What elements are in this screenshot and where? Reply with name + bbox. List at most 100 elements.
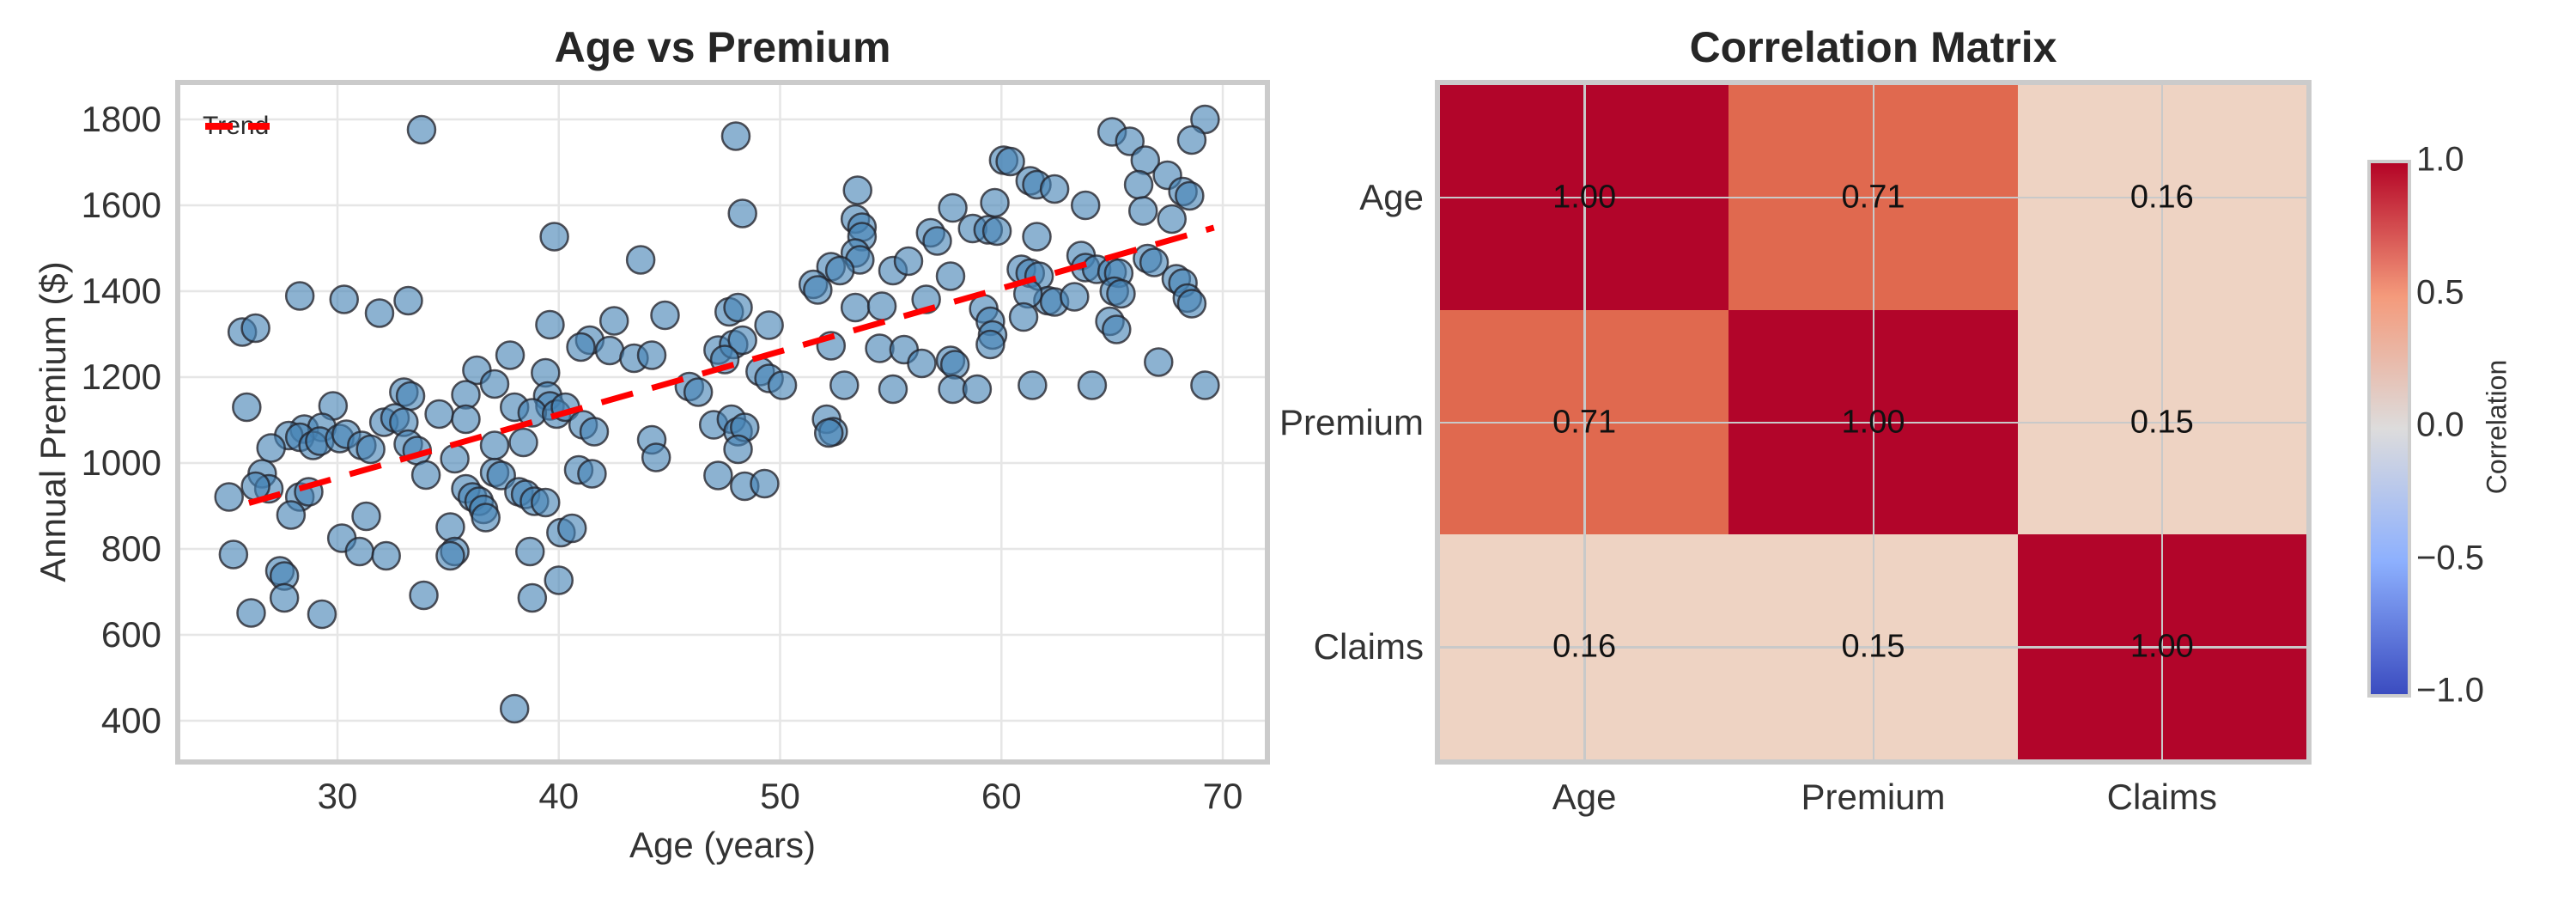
scatter-point[interactable] [1190, 104, 1220, 135]
scatter-point[interactable] [754, 310, 784, 340]
scatter-point[interactable] [344, 536, 375, 567]
scatter-point[interactable] [995, 146, 1025, 177]
scatter-point[interactable] [878, 374, 908, 405]
scatter-point[interactable] [276, 500, 307, 530]
scatter-point[interactable] [922, 226, 952, 256]
scatter-point[interactable] [508, 427, 538, 458]
scatter-point[interactable] [329, 284, 359, 314]
scatter-point[interactable] [842, 175, 872, 205]
scatter-point[interactable] [515, 536, 545, 567]
scatter-point[interactable] [980, 187, 1010, 218]
scatter-point[interactable] [451, 380, 481, 410]
scatter-point[interactable] [256, 433, 286, 463]
scatter-point[interactable] [683, 377, 714, 407]
scatter-point[interactable] [723, 434, 753, 465]
scatter-point[interactable] [1106, 278, 1136, 309]
scatter-point[interactable] [893, 246, 924, 277]
scatter-point[interactable] [803, 275, 833, 305]
scatter-point[interactable] [907, 348, 937, 379]
scatter-point[interactable] [720, 121, 751, 151]
scatter-point[interactable] [840, 292, 871, 323]
scatter-point[interactable] [1176, 125, 1207, 155]
scatter-point[interactable] [935, 261, 966, 291]
scatter-point[interactable] [531, 487, 561, 518]
scatter-point[interactable] [1123, 169, 1154, 200]
scatter-point[interactable] [579, 417, 610, 447]
scatter-point[interactable] [723, 292, 753, 323]
scatter-point[interactable] [269, 582, 300, 613]
scatter-point[interactable] [1039, 174, 1070, 204]
scatter-point[interactable] [1139, 247, 1170, 277]
scatter-point[interactable] [479, 430, 510, 460]
scatter-point[interactable] [471, 503, 501, 533]
scatter-point[interactable] [1060, 282, 1090, 312]
scatter-point[interactable] [435, 512, 465, 542]
scatter-point[interactable] [240, 313, 270, 344]
scatter-point[interactable] [829, 370, 860, 400]
scatter-point[interactable] [499, 693, 530, 724]
scatter-legend[interactable]: Trend [203, 110, 270, 143]
scatter-point[interactable] [393, 285, 423, 316]
scatter-point[interactable] [1175, 180, 1205, 211]
scatter-point[interactable] [371, 540, 401, 571]
scatter-point[interactable] [410, 460, 441, 491]
scatter-point[interactable] [307, 599, 337, 630]
scatter-point[interactable] [539, 222, 569, 252]
scatter-point[interactable] [939, 350, 970, 380]
scatter-point[interactable] [1077, 370, 1108, 400]
scatter-point[interactable] [962, 374, 993, 405]
scatter-point[interactable] [535, 309, 565, 340]
scatter-point[interactable] [479, 369, 510, 399]
scatter-point[interactable] [1070, 190, 1101, 221]
scatter-point[interactable] [406, 114, 437, 145]
scatter-point[interactable] [981, 216, 1012, 247]
scatter-point[interactable] [1190, 370, 1220, 400]
scatter-point[interactable] [650, 300, 680, 331]
scatter-plot-area[interactable] [180, 85, 1265, 759]
scatter-point[interactable] [938, 192, 968, 223]
scatter-point[interactable] [214, 482, 244, 512]
scatter-point[interactable] [1018, 370, 1048, 400]
heatmap-grid[interactable] [1435, 80, 2312, 765]
scatter-point[interactable] [577, 459, 607, 489]
scatter-point[interactable] [625, 245, 656, 275]
colorbar[interactable] [2367, 160, 2411, 698]
scatter-point[interactable] [1127, 196, 1158, 226]
scatter-point[interactable] [1102, 314, 1132, 344]
scatter-point[interactable] [232, 392, 262, 423]
scatter-point[interactable] [284, 281, 315, 311]
scatter-point[interactable] [636, 340, 667, 370]
scatter-point[interactable] [451, 404, 481, 435]
scatter-point[interactable] [409, 580, 439, 611]
scatter-point[interactable] [1022, 222, 1052, 252]
scatter-point[interactable] [727, 198, 757, 229]
scatter-point[interactable] [544, 565, 574, 595]
scatter-point[interactable] [824, 255, 855, 286]
scatter-point[interactable] [566, 332, 596, 363]
scatter-point[interactable] [355, 434, 386, 465]
scatter-point[interactable] [598, 306, 629, 336]
scatter-point[interactable] [767, 370, 798, 400]
scatter-point[interactable] [866, 291, 897, 321]
scatter-point[interactable] [424, 399, 454, 430]
scatter-point[interactable] [218, 539, 249, 570]
scatter-point[interactable] [517, 582, 548, 613]
scatter-point[interactable] [703, 460, 733, 491]
scatter-point[interactable] [641, 442, 671, 472]
scatter-point[interactable] [495, 340, 526, 370]
scatter-point[interactable] [556, 513, 587, 544]
scatter-point[interactable] [1144, 347, 1174, 377]
scatter-point[interactable] [727, 325, 757, 356]
scatter-point[interactable] [351, 501, 381, 532]
scatter-point[interactable] [594, 335, 625, 366]
scatter-point[interactable] [1008, 302, 1039, 332]
scatter-point[interactable] [435, 540, 465, 571]
scatter-point[interactable] [440, 443, 470, 474]
scatter-point[interactable] [364, 298, 395, 328]
scatter-point[interactable] [975, 329, 1005, 360]
scatter-point[interactable] [236, 598, 266, 628]
scatter-point[interactable] [813, 417, 844, 448]
scatter-point[interactable] [1176, 289, 1207, 319]
scatter-point[interactable] [750, 468, 780, 499]
scatter-point[interactable] [1157, 204, 1187, 235]
